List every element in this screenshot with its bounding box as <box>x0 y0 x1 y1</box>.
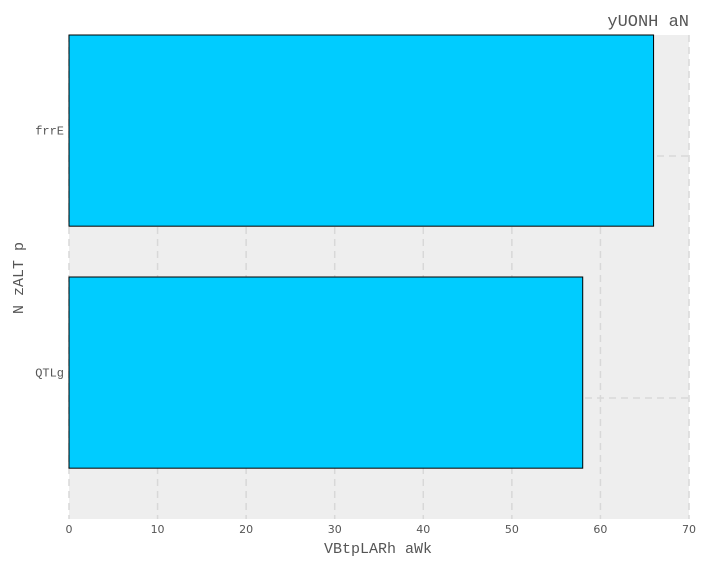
x-tick-label: 70 <box>682 523 696 536</box>
x-tick-label: 10 <box>151 523 165 536</box>
y-tick-label: frrE <box>35 125 64 139</box>
y-tick-label: QTLg <box>35 367 64 381</box>
x-tick-label: 30 <box>328 523 342 536</box>
bar-frrE <box>68 34 655 227</box>
x-tick-label: 50 <box>505 523 519 536</box>
bars <box>68 34 655 469</box>
x-tick-labels: 0 10 20 30 40 50 60 70 <box>66 523 697 536</box>
y-axis-label: N zALT p <box>11 242 28 314</box>
x-tick-label: 40 <box>416 523 430 536</box>
x-tick-label: 20 <box>239 523 253 536</box>
x-tick-label: 60 <box>593 523 607 536</box>
x-tick-label: 0 <box>66 523 73 536</box>
chart-title: yUONH aN <box>607 13 689 32</box>
bar-QTLg <box>68 276 584 469</box>
x-axis-label: VBtpLARh aWk <box>324 541 432 558</box>
y-tick-labels: frrE QTLg <box>35 125 64 381</box>
